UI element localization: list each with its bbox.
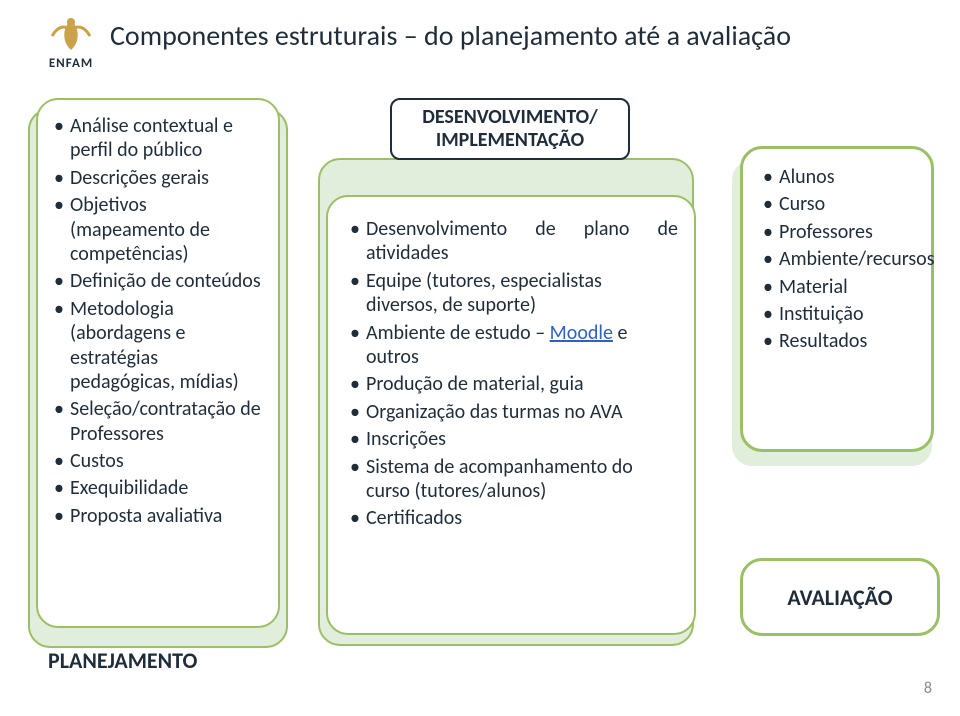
list-item: Certificados — [366, 506, 678, 530]
col3-card: Alunos Curso Professores Ambiente/recurs… — [740, 146, 934, 452]
page-title: Componentes estruturais – do planejament… — [110, 18, 791, 53]
list-item: Objetivos (mapeamento de competências) — [70, 193, 266, 266]
enfam-logo: ENFAM — [36, 14, 106, 71]
col1-list: Análise contextual e perfil do público D… — [52, 114, 266, 528]
list-item: Proposta avaliativa — [70, 504, 266, 528]
col2-label-line2: IMPLEMENTAÇÃO — [400, 129, 620, 152]
list-item: Desenvolvimento de plano de atividades — [366, 217, 678, 266]
col2-label-line1: DESENVOLVIMENTO/ — [400, 106, 620, 129]
list-item: Análise contextual e perfil do público — [70, 114, 266, 163]
list-item: Ambiente/recursos — [779, 247, 919, 271]
col3-list: Alunos Curso Professores Ambiente/recurs… — [761, 165, 919, 354]
list-item: Sistema de acompanhamento do curso (tuto… — [366, 455, 678, 504]
list-item: Custos — [70, 449, 266, 473]
list-item: Metodologia (abordagens e estratégias pe… — [70, 297, 266, 395]
list-item: Definição de conteúdos — [70, 269, 266, 293]
list-item: Produção de material, guia — [366, 372, 678, 396]
list-item: Alunos — [779, 165, 919, 189]
col2-list: Desenvolvimento de plano de atividades E… — [348, 217, 678, 531]
list-item: Instituição — [779, 302, 919, 326]
list-item: Descrições gerais — [70, 166, 266, 190]
col3-label: AVALIAÇÃO — [787, 584, 892, 611]
logo-icon — [48, 14, 94, 54]
list-item: Professores — [779, 220, 919, 244]
list-item: Equipe (tutores, especialistas diversos,… — [366, 269, 678, 318]
list-item: Inscrições — [366, 427, 678, 451]
col2-label-box: DESENVOLVIMENTO/ IMPLEMENTAÇÃO — [390, 98, 630, 160]
col3-label-box: AVALIAÇÃO — [740, 558, 940, 636]
col1-label: PLANEJAMENTO — [48, 647, 197, 674]
list-item: Resultados — [779, 329, 919, 353]
list-item: Organização das turmas no AVA — [366, 400, 678, 424]
col1-card: Análise contextual e perfil do público D… — [36, 98, 280, 628]
list-item: Exequibilidade — [70, 476, 266, 500]
logo-text: ENFAM — [36, 56, 106, 71]
text-span: Ambiente de estudo – — [366, 321, 550, 345]
moodle-link[interactable]: Moodle — [550, 321, 613, 345]
list-item: Seleção/contratação de Professores — [70, 397, 266, 446]
page-number: 8 — [924, 679, 932, 698]
col2-card: Desenvolvimento de plano de atividades E… — [326, 195, 696, 635]
list-item: Ambiente de estudo – Moodle e outros — [366, 321, 678, 370]
list-item: Curso — [779, 192, 919, 216]
list-item: Material — [779, 275, 919, 299]
